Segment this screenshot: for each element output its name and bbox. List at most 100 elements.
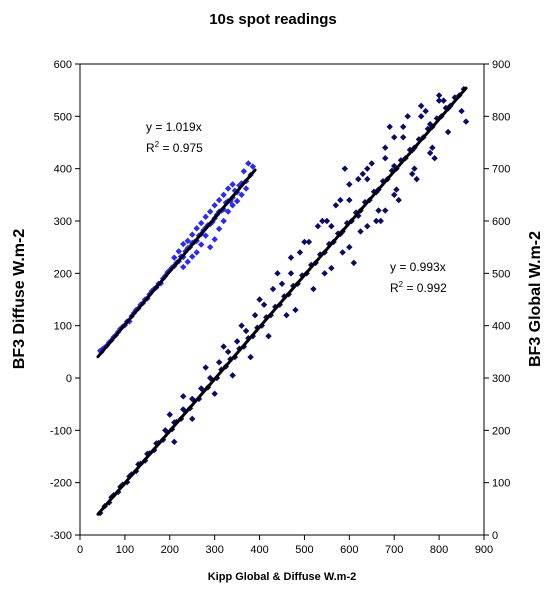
trendline-global xyxy=(96,86,468,516)
global-point xyxy=(341,165,349,172)
diffuse-point xyxy=(240,168,248,175)
diffuse-point xyxy=(220,217,227,225)
y-axis-left: -300 -200 -100 0 100 200 300 400 500 600 xyxy=(50,59,80,542)
x-tick-label: 100 xyxy=(116,544,134,556)
y-right-tick-label: 900 xyxy=(492,59,510,71)
global-point xyxy=(364,165,371,172)
y-right-tick-label: 300 xyxy=(492,373,510,385)
global-point xyxy=(287,254,295,261)
global-point xyxy=(400,123,407,130)
diffuse-point xyxy=(233,197,241,205)
global-point xyxy=(375,207,382,214)
global-point xyxy=(393,186,400,193)
global-point xyxy=(242,327,250,335)
diffuse-point xyxy=(231,187,239,194)
diffuse-point xyxy=(211,202,218,209)
global-point xyxy=(382,144,389,151)
global-point xyxy=(305,238,313,246)
global-point xyxy=(238,322,245,329)
global-point xyxy=(233,338,241,345)
global-point xyxy=(310,285,317,293)
diffuse-point xyxy=(215,225,223,233)
global-point xyxy=(391,191,398,199)
global-point xyxy=(274,270,281,277)
global-point xyxy=(357,228,364,235)
annotation-global: y = 0.993x R2 = 0.992 xyxy=(390,260,447,295)
y-left-tick-label: -200 xyxy=(50,478,72,490)
y-left-tick-label: 100 xyxy=(54,321,72,333)
global-point xyxy=(321,270,328,277)
global-point xyxy=(180,406,187,413)
y-right-tick-label: 200 xyxy=(492,425,510,437)
global-point xyxy=(323,217,331,225)
diffuse-point xyxy=(224,185,232,192)
global-point xyxy=(256,296,263,303)
diffuse-point xyxy=(242,185,250,192)
global-point xyxy=(287,270,295,277)
diffuse-point xyxy=(198,219,205,227)
diffuse-point xyxy=(202,213,209,221)
global-point xyxy=(413,175,420,183)
diffuse-point xyxy=(238,191,245,199)
global-point xyxy=(229,372,236,379)
x-tick-label: 500 xyxy=(295,544,313,556)
x-tick-label: 700 xyxy=(385,544,403,556)
x-tick-label: 400 xyxy=(250,544,268,556)
global-point xyxy=(408,170,416,178)
global-point xyxy=(373,217,380,225)
global-point xyxy=(386,123,393,130)
y-axis-right-label: BF3 Global W.m-2 xyxy=(527,231,544,367)
y-right-tick-label: 400 xyxy=(492,321,510,333)
x-axis: 0 100 200 300 400 500 600 700 800 900 xyxy=(77,535,493,556)
global-point xyxy=(444,128,452,136)
global-point xyxy=(411,165,418,172)
global-point xyxy=(339,249,346,256)
diffuse-point xyxy=(211,236,218,243)
diffuse-point xyxy=(229,181,236,188)
diffuse-point xyxy=(184,237,191,245)
global-point xyxy=(269,285,277,293)
global-point xyxy=(319,217,326,225)
x-tick-label: 800 xyxy=(430,544,448,556)
global-point xyxy=(202,364,209,371)
y-right-tick-label: 0 xyxy=(492,530,498,542)
global-point xyxy=(346,196,353,204)
y-right-tick-label: 500 xyxy=(492,268,510,280)
global-point xyxy=(417,102,425,110)
diffuse-point xyxy=(189,253,196,260)
diffuse-point xyxy=(180,240,187,248)
global-point xyxy=(359,170,366,178)
diffuse-point xyxy=(245,160,252,167)
global-point xyxy=(382,207,389,214)
annotation-global-r2-suffix: = 0.992 xyxy=(403,281,447,295)
global-point xyxy=(301,238,308,246)
global-point xyxy=(224,348,232,356)
x-tick-label: 900 xyxy=(475,544,493,556)
global-point xyxy=(391,134,398,141)
diffuse-point xyxy=(175,248,182,255)
x-axis-label: Kipp Global & Diffuse W.m-2 xyxy=(208,571,357,583)
x-tick-label: 600 xyxy=(340,544,358,556)
global-point xyxy=(426,149,434,157)
y-left-tick-label: 200 xyxy=(54,268,72,280)
global-point xyxy=(364,223,371,230)
annotation-global-equation: y = 0.993x xyxy=(390,260,446,274)
global-point xyxy=(382,155,389,162)
global-point xyxy=(355,175,362,183)
global-point xyxy=(435,97,443,104)
annotation-diffuse: y = 1.019x R2 = 0.975 xyxy=(146,120,203,155)
global-point xyxy=(206,374,214,382)
diffuse-point xyxy=(229,202,236,209)
trendline-diffuse xyxy=(96,168,257,359)
global-point xyxy=(180,393,187,400)
annotation-diffuse-r2-prefix: R xyxy=(146,141,155,155)
global-point xyxy=(292,306,299,314)
global-point xyxy=(377,217,384,225)
diffuse-point xyxy=(202,232,209,239)
annotation-diffuse-r2: R2 = 0.975 xyxy=(146,140,203,155)
annotation-diffuse-equation: y = 1.019x xyxy=(146,120,202,134)
global-point xyxy=(251,312,259,319)
global-point xyxy=(296,249,304,256)
y-left-tick-label: 300 xyxy=(54,216,72,228)
